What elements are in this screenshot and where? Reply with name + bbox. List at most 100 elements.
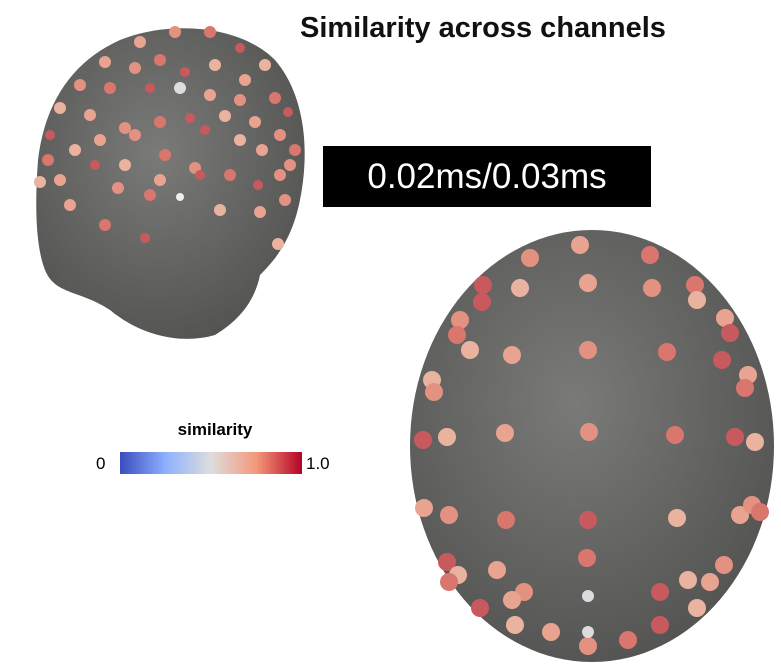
electrode bbox=[99, 219, 111, 231]
electrode bbox=[104, 82, 116, 94]
electrode bbox=[438, 428, 456, 446]
electrode bbox=[579, 341, 597, 359]
electrode bbox=[239, 74, 251, 86]
electrode bbox=[274, 129, 286, 141]
electrode bbox=[204, 89, 216, 101]
electrode bbox=[715, 556, 733, 574]
electrode bbox=[154, 54, 166, 66]
scene bbox=[0, 0, 781, 670]
electrode bbox=[651, 616, 669, 634]
colorbar-title: similarity bbox=[120, 420, 310, 440]
electrode bbox=[503, 591, 521, 609]
electrode bbox=[256, 144, 268, 156]
electrode bbox=[579, 637, 597, 655]
electrode bbox=[679, 571, 697, 589]
colorbar bbox=[120, 452, 302, 474]
colorbar-min: 0 bbox=[96, 454, 105, 474]
electrode bbox=[726, 428, 744, 446]
electrode bbox=[214, 204, 226, 216]
electrode bbox=[440, 573, 458, 591]
electrode bbox=[209, 59, 221, 71]
electrode bbox=[235, 43, 245, 53]
electrode bbox=[45, 130, 55, 140]
electrode bbox=[284, 159, 296, 171]
electrode bbox=[144, 189, 156, 201]
electrode bbox=[84, 109, 96, 121]
electrode bbox=[269, 92, 281, 104]
electrode bbox=[253, 180, 263, 190]
electrode bbox=[259, 59, 271, 71]
electrode bbox=[579, 511, 597, 529]
electrode bbox=[471, 599, 489, 617]
electrode bbox=[54, 102, 66, 114]
electrode bbox=[289, 144, 301, 156]
electrode bbox=[506, 616, 524, 634]
screen: Similarity across channels 0.02ms/0.03ms… bbox=[0, 0, 781, 670]
electrode bbox=[751, 503, 769, 521]
electrode bbox=[74, 79, 86, 91]
electrode bbox=[414, 431, 432, 449]
electrode bbox=[473, 293, 491, 311]
electrode bbox=[497, 511, 515, 529]
electrode bbox=[272, 238, 284, 250]
electrode bbox=[658, 343, 676, 361]
electrode bbox=[119, 159, 131, 171]
electrode bbox=[145, 83, 155, 93]
electrode bbox=[643, 279, 661, 297]
electrode bbox=[219, 110, 231, 122]
electrode bbox=[94, 134, 106, 146]
electrode bbox=[448, 326, 466, 344]
electrode bbox=[688, 291, 706, 309]
electrode bbox=[274, 169, 286, 181]
electrode bbox=[580, 423, 598, 441]
electrode bbox=[69, 144, 81, 156]
electrode bbox=[119, 122, 131, 134]
electrode bbox=[159, 149, 171, 161]
electrode bbox=[451, 311, 469, 329]
electrode bbox=[746, 433, 764, 451]
electrode bbox=[578, 549, 596, 567]
electrode bbox=[185, 113, 195, 123]
electrode bbox=[169, 26, 181, 38]
electrode bbox=[234, 94, 246, 106]
electrode bbox=[542, 623, 560, 641]
colorbar-max: 1.0 bbox=[306, 454, 330, 474]
electrode bbox=[440, 506, 458, 524]
electrode bbox=[619, 631, 637, 649]
electrode bbox=[200, 125, 210, 135]
electrode bbox=[112, 182, 124, 194]
electrode bbox=[474, 276, 492, 294]
electrode bbox=[140, 233, 150, 243]
electrode bbox=[174, 82, 186, 94]
electrode bbox=[582, 626, 594, 638]
electrode bbox=[64, 199, 76, 211]
electrode bbox=[721, 324, 739, 342]
electrode bbox=[34, 176, 46, 188]
electrode bbox=[99, 56, 111, 68]
electrode bbox=[503, 346, 521, 364]
electrode bbox=[496, 424, 514, 442]
electrode bbox=[425, 383, 443, 401]
head-side-view bbox=[36, 28, 304, 339]
electrode bbox=[129, 129, 141, 141]
electrode bbox=[279, 194, 291, 206]
electrode bbox=[736, 379, 754, 397]
electrode bbox=[180, 67, 190, 77]
electrode bbox=[224, 169, 236, 181]
electrode bbox=[641, 246, 659, 264]
electrode bbox=[666, 426, 684, 444]
electrode bbox=[90, 160, 100, 170]
electrode bbox=[283, 107, 293, 117]
time-label: 0.02ms/0.03ms bbox=[323, 146, 651, 207]
electrode bbox=[195, 170, 205, 180]
electrode bbox=[688, 599, 706, 617]
electrode bbox=[488, 561, 506, 579]
electrode bbox=[129, 62, 141, 74]
electrode bbox=[571, 236, 589, 254]
electrode bbox=[176, 193, 184, 201]
electrode bbox=[461, 341, 479, 359]
electrode bbox=[651, 583, 669, 601]
electrode bbox=[254, 206, 266, 218]
electrode bbox=[582, 590, 594, 602]
electrode bbox=[701, 573, 719, 591]
